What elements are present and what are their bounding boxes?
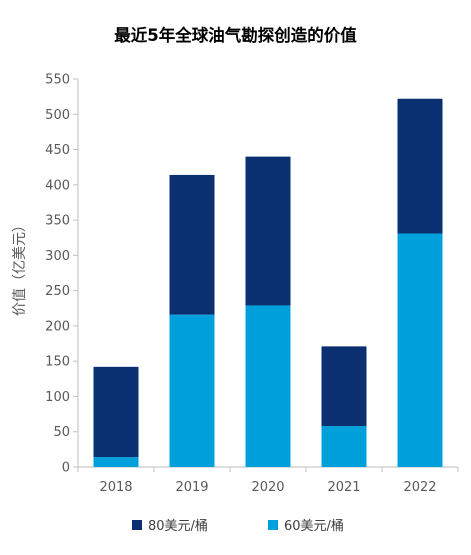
x-tick-label: 2018: [99, 480, 132, 495]
y-tick-label: 0: [62, 461, 70, 476]
bar-2020-80: [245, 156, 291, 306]
bar-2019-80: [169, 174, 215, 315]
legend-label-80: 80美元/桶: [148, 519, 208, 534]
y-tick-label: 100: [45, 390, 70, 405]
x-tick-label: 2022: [403, 480, 436, 495]
y-tick-label: 300: [45, 249, 70, 264]
y-tick-label: 450: [45, 143, 70, 158]
legend-item-80: 80美元/桶: [132, 515, 208, 534]
x-tick-label: 2019: [175, 480, 208, 495]
legend-swatch-60: [268, 519, 278, 530]
bar-2022-80: [397, 98, 443, 234]
y-tick-label: 350: [45, 214, 70, 229]
legend-swatch-80: [132, 519, 142, 530]
y-tick-label: 200: [45, 319, 70, 334]
bar-2018-80: [93, 366, 139, 458]
bar-2021-80: [321, 346, 367, 427]
bar-2020-60: [245, 305, 291, 467]
chart-title: 最近5年全球油气勘探创造的价值: [114, 26, 357, 45]
y-tick-label: 250: [45, 284, 70, 299]
legend-label-60: 60美元/桶: [284, 519, 344, 534]
bar-2019-60: [169, 314, 215, 467]
y-tick-label: 500: [45, 108, 70, 123]
x-axis: 2018 2019 2020 2021 2022: [77, 466, 459, 495]
x-tick-label: 2020: [251, 480, 284, 495]
bars: [93, 98, 443, 467]
bar-2018-60: [93, 457, 139, 467]
y-axis: 0 50 100 150 200 250 300 350 400 450 500 550: [45, 73, 79, 476]
y-tick-label: 400: [45, 178, 70, 193]
bar-2021-60: [321, 426, 367, 467]
y-tick-label: 50: [53, 425, 70, 440]
y-tick-label: 150: [45, 355, 70, 370]
y-tick-label: 550: [45, 73, 70, 88]
x-tick-label: 2021: [327, 480, 360, 495]
y-axis-label: 价值（亿美元）: [12, 218, 28, 316]
bar-2022-60: [397, 233, 443, 467]
legend-item-60: 60美元/桶: [268, 515, 344, 534]
